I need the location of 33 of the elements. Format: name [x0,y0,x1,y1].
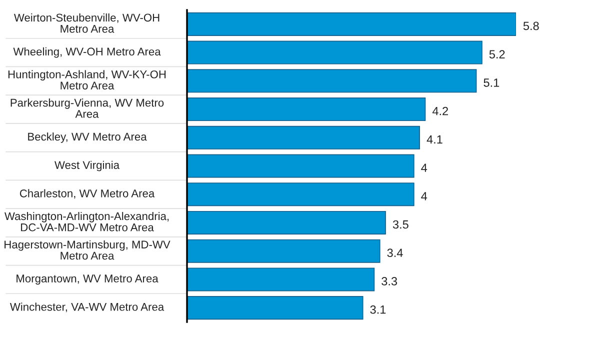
y-tick-label: Winchester, VA-WV Metro Area [10,302,164,312]
bar [187,182,414,206]
y-tick-label: Wheeling, WV-OH Metro Area [13,47,161,58]
bar [187,268,375,292]
y-tick-label: West Virginia [54,160,120,172]
y-tick-label: Parkersburg-Vienna, WV Metro Area [10,98,164,118]
data-label: 3.3 [382,277,398,286]
data-label: 4 [421,164,428,172]
data-label: 4.2 [432,106,448,116]
bar [187,98,426,122]
bar [187,69,477,93]
bar [187,40,482,64]
bar [187,239,380,263]
data-label: 5.2 [489,50,505,58]
y-tick-label: Morgantown, WV Metro Area [16,274,158,285]
data-label: 5.1 [484,78,500,87]
bar [187,296,364,320]
data-label: 4.1 [426,135,442,144]
bar [187,126,420,150]
data-label: 5.8 [523,22,539,30]
y-tick-label: Weirton-Steubenville, WV-OH Metro Area [14,13,160,33]
y-tick-label: Beckley, WV Metro Area [28,132,147,143]
bar [187,154,414,178]
y-tick-label: Washington-Arlington-Alexandria, DC-VA-MD-WV Metro Area [4,212,169,232]
bar [187,12,516,36]
data-label: 4 [421,192,428,200]
data-label: 3.4 [387,248,403,258]
data-label: 3.5 [392,220,408,229]
y-tick-label: Huntington-Ashland, WV-KY-OH Metro Area [8,70,166,90]
y-tick-label: Charleston, WV Metro Area [20,189,155,199]
bar [187,210,386,234]
data-label: 3.1 [370,305,386,314]
y-tick-label: Hagerstown-Martinsburg, MD-WV Metro Area [4,240,170,260]
